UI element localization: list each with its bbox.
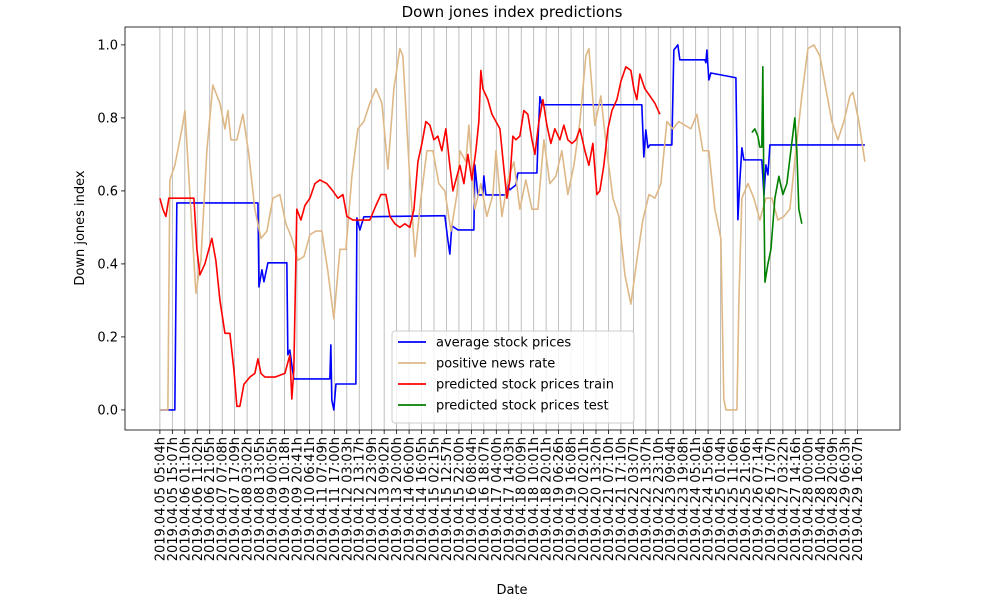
legend-box [391, 330, 635, 424]
x-axis-label: Date [496, 583, 527, 598]
y-tick-label: 0.2 [97, 330, 118, 345]
x-tick-label: 2019.04.06 21:05h [203, 437, 218, 561]
x-tick-label: 2019.04.09 00:05h [266, 437, 281, 561]
x-tick-label: 2019.04.19 06:26h [552, 437, 567, 561]
y-tick-label: 1.0 [97, 38, 118, 53]
y-tick-label: 0.4 [97, 257, 118, 272]
x-tick-label: 2019.04.12 13:17h [353, 437, 368, 561]
x-tick-label: 2019.04.22 03:07h [627, 437, 642, 561]
chart-title: Down jones index predictions [402, 3, 623, 21]
x-tick-label: 2019.04.08 03:02h [241, 437, 256, 561]
x-tick-label: 2019.04.13 20:00h [390, 437, 405, 561]
x-tick-label: 2019.04.25 11:06h [727, 437, 742, 561]
y-tick-label: 0.8 [97, 111, 118, 126]
y-tick-label: 0.6 [97, 184, 118, 199]
x-tick-label: 2019.04.10 06:41h [303, 437, 318, 561]
x-tick-label: 2019.04.17 14:03h [502, 437, 517, 561]
x-tick-label: 2019.04.16 18:07h [477, 437, 492, 561]
x-tick-label: 2019.04.15 02:15h [428, 437, 443, 561]
x-tick-label: 2019.04.07 17:09h [228, 437, 243, 561]
x-tick-label: 2019.04.06 11:02h [191, 437, 206, 561]
data-line [751, 65, 803, 283]
x-tick-label: 2019.04.20 13:20h [589, 437, 604, 561]
x-tick-label: 2019.04.29 16:07h [851, 437, 866, 561]
plot-frame [124, 26, 901, 431]
x-tick-label: 2019.04.19 16:08h [565, 437, 580, 561]
x-tick-label: 2019.04.26 07:14h [751, 437, 766, 561]
x-tick-label: 2019.04.14 06:00h [403, 437, 418, 561]
x-tick-label: 2019.04.11 17:00h [328, 437, 343, 561]
data-line [159, 65, 661, 408]
x-tick-label: 2019.04.05 15:07h [166, 437, 181, 561]
x-tick-label: 2019.04.23 19:08h [677, 437, 692, 561]
x-tick-label: 2019.04.25 21:06h [739, 437, 754, 561]
x-tick-label: 2019.04.22 23:10h [652, 437, 667, 561]
x-tick-label: 2019.04.07 07:08h [216, 437, 231, 561]
x-tick-label: 2019.04.28 10:04h [814, 437, 829, 561]
x-tick-label: 2019.04.29 06:03h [839, 437, 854, 561]
x-tick-label: 2019.04.24 15:06h [702, 437, 717, 561]
x-tick-label: 2019.04.28 00:00h [801, 437, 816, 561]
legend-label: positive news rate [436, 357, 555, 372]
x-tick-label: 2019.04.18 20:01h [540, 437, 555, 561]
x-tick-label: 2019.04.13 09:02h [378, 437, 393, 561]
x-tick-label: 2019.04.23 09:04h [664, 437, 679, 561]
x-tick-label: 2019.04.21 17:10h [614, 437, 629, 561]
x-tick-label: 2019.04.28 20:09h [826, 437, 841, 561]
x-tick-label: 2019.04.09 20:41h [290, 437, 305, 561]
x-tick-label: 2019.04.08 13:05h [253, 437, 268, 561]
x-tick-label: 2019.04.25 01:04h [714, 437, 729, 561]
x-tick-label: 2019.04.09 10:18h [278, 437, 293, 561]
x-tick-label: 2019.04.17 04:00h [490, 437, 505, 561]
x-tick-label: 2019.04.16 08:04h [465, 437, 480, 561]
x-tick-label: 2019.04.12 03:03h [340, 437, 355, 561]
x-tick-label: 2019.04.20 02:01h [577, 437, 592, 561]
x-tick-label: 2019.04.06 01:10h [178, 437, 193, 561]
x-tick-label: 2019.04.11 07:09h [315, 437, 330, 561]
y-axis-label: Down jones index [73, 170, 88, 286]
x-tick-label: 2019.04.26 17:07h [764, 437, 779, 561]
y-tick-label: 0.0 [97, 403, 118, 418]
x-tick-label: 2019.04.15 22:00h [452, 437, 467, 561]
x-tick-label: 2019.04.27 03:22h [776, 437, 791, 561]
x-tick-label: 2019.04.21 07:10h [602, 437, 617, 561]
x-tick-label: 2019.04.15 12:57h [440, 437, 455, 561]
legend-label: average stock prices [436, 336, 571, 351]
x-tick-label: 2019.04.18 10:01h [527, 437, 542, 561]
x-tick-label: 2019.04.22 13:07h [639, 437, 654, 561]
x-tick-label: 2019.04.05 05:04h [153, 437, 168, 561]
legend-label: predicted stock prices test [436, 399, 609, 414]
x-tick-label: 2019.04.27 14:16h [789, 437, 804, 561]
x-tick-label: 2019.04.18 00:09h [515, 437, 530, 561]
x-tick-label: 2019.04.14 16:05h [415, 437, 430, 561]
legend-label: predicted stock prices train [436, 378, 614, 393]
data-line [159, 44, 866, 411]
x-tick-label: 2019.04.24 05:01h [689, 437, 704, 561]
x-tick-label: 2019.04.12 23:09h [365, 437, 380, 561]
